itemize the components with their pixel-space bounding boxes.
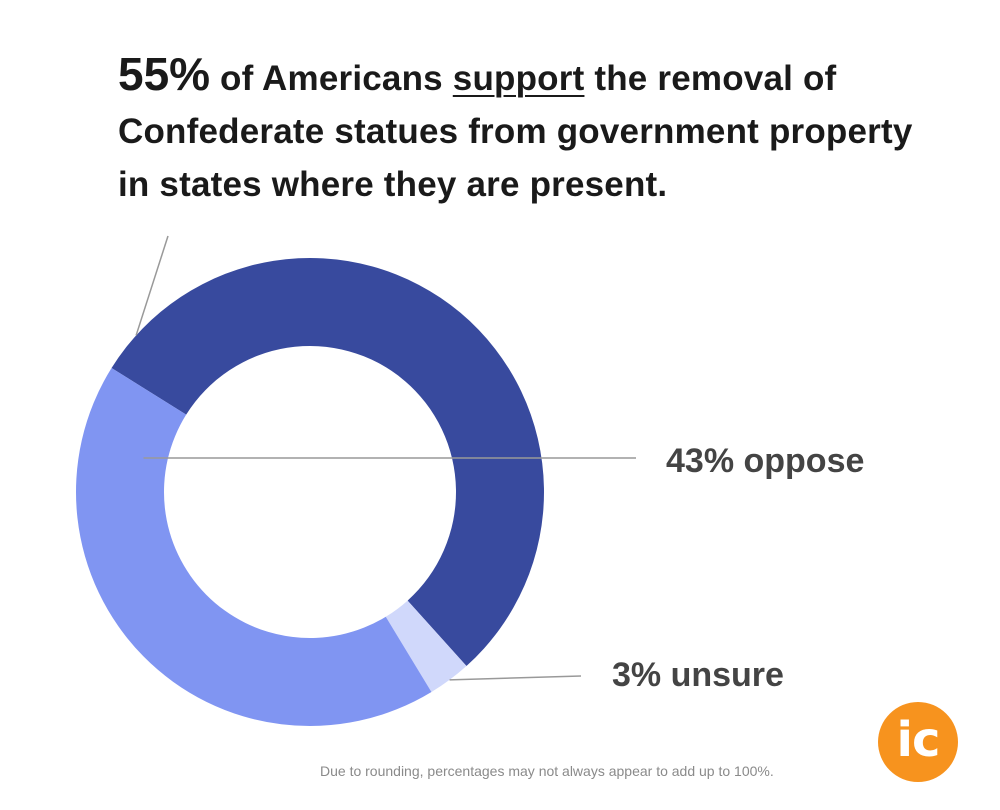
footnote: Due to rounding, percentages may not alw…	[320, 763, 774, 779]
headline-emphasis: support	[452, 59, 585, 98]
slice-labels: 43% oppose 3% unsure	[612, 442, 864, 694]
donut-slice-oppose	[75, 367, 432, 727]
chart-title: 55% of Americans support the removal of …	[118, 48, 918, 211]
slice-label-oppose: 43% oppose	[666, 442, 864, 480]
leader-lines	[135, 235, 636, 681]
logo-text: ic	[896, 712, 941, 768]
donut-slice-support	[111, 258, 544, 667]
slice-label-unsure: 3% unsure	[612, 656, 784, 694]
leader-line-unsure	[449, 675, 582, 681]
ic-logo: ic	[878, 702, 958, 782]
donut-slices	[75, 258, 544, 727]
leader-line-support	[135, 235, 169, 336]
headline-part1: of Americans	[210, 59, 453, 98]
donut-slice-unsure	[385, 600, 467, 693]
headline-part2: the removal of Confederate statues from …	[118, 59, 913, 204]
headline-percent: 55%	[118, 48, 211, 100]
